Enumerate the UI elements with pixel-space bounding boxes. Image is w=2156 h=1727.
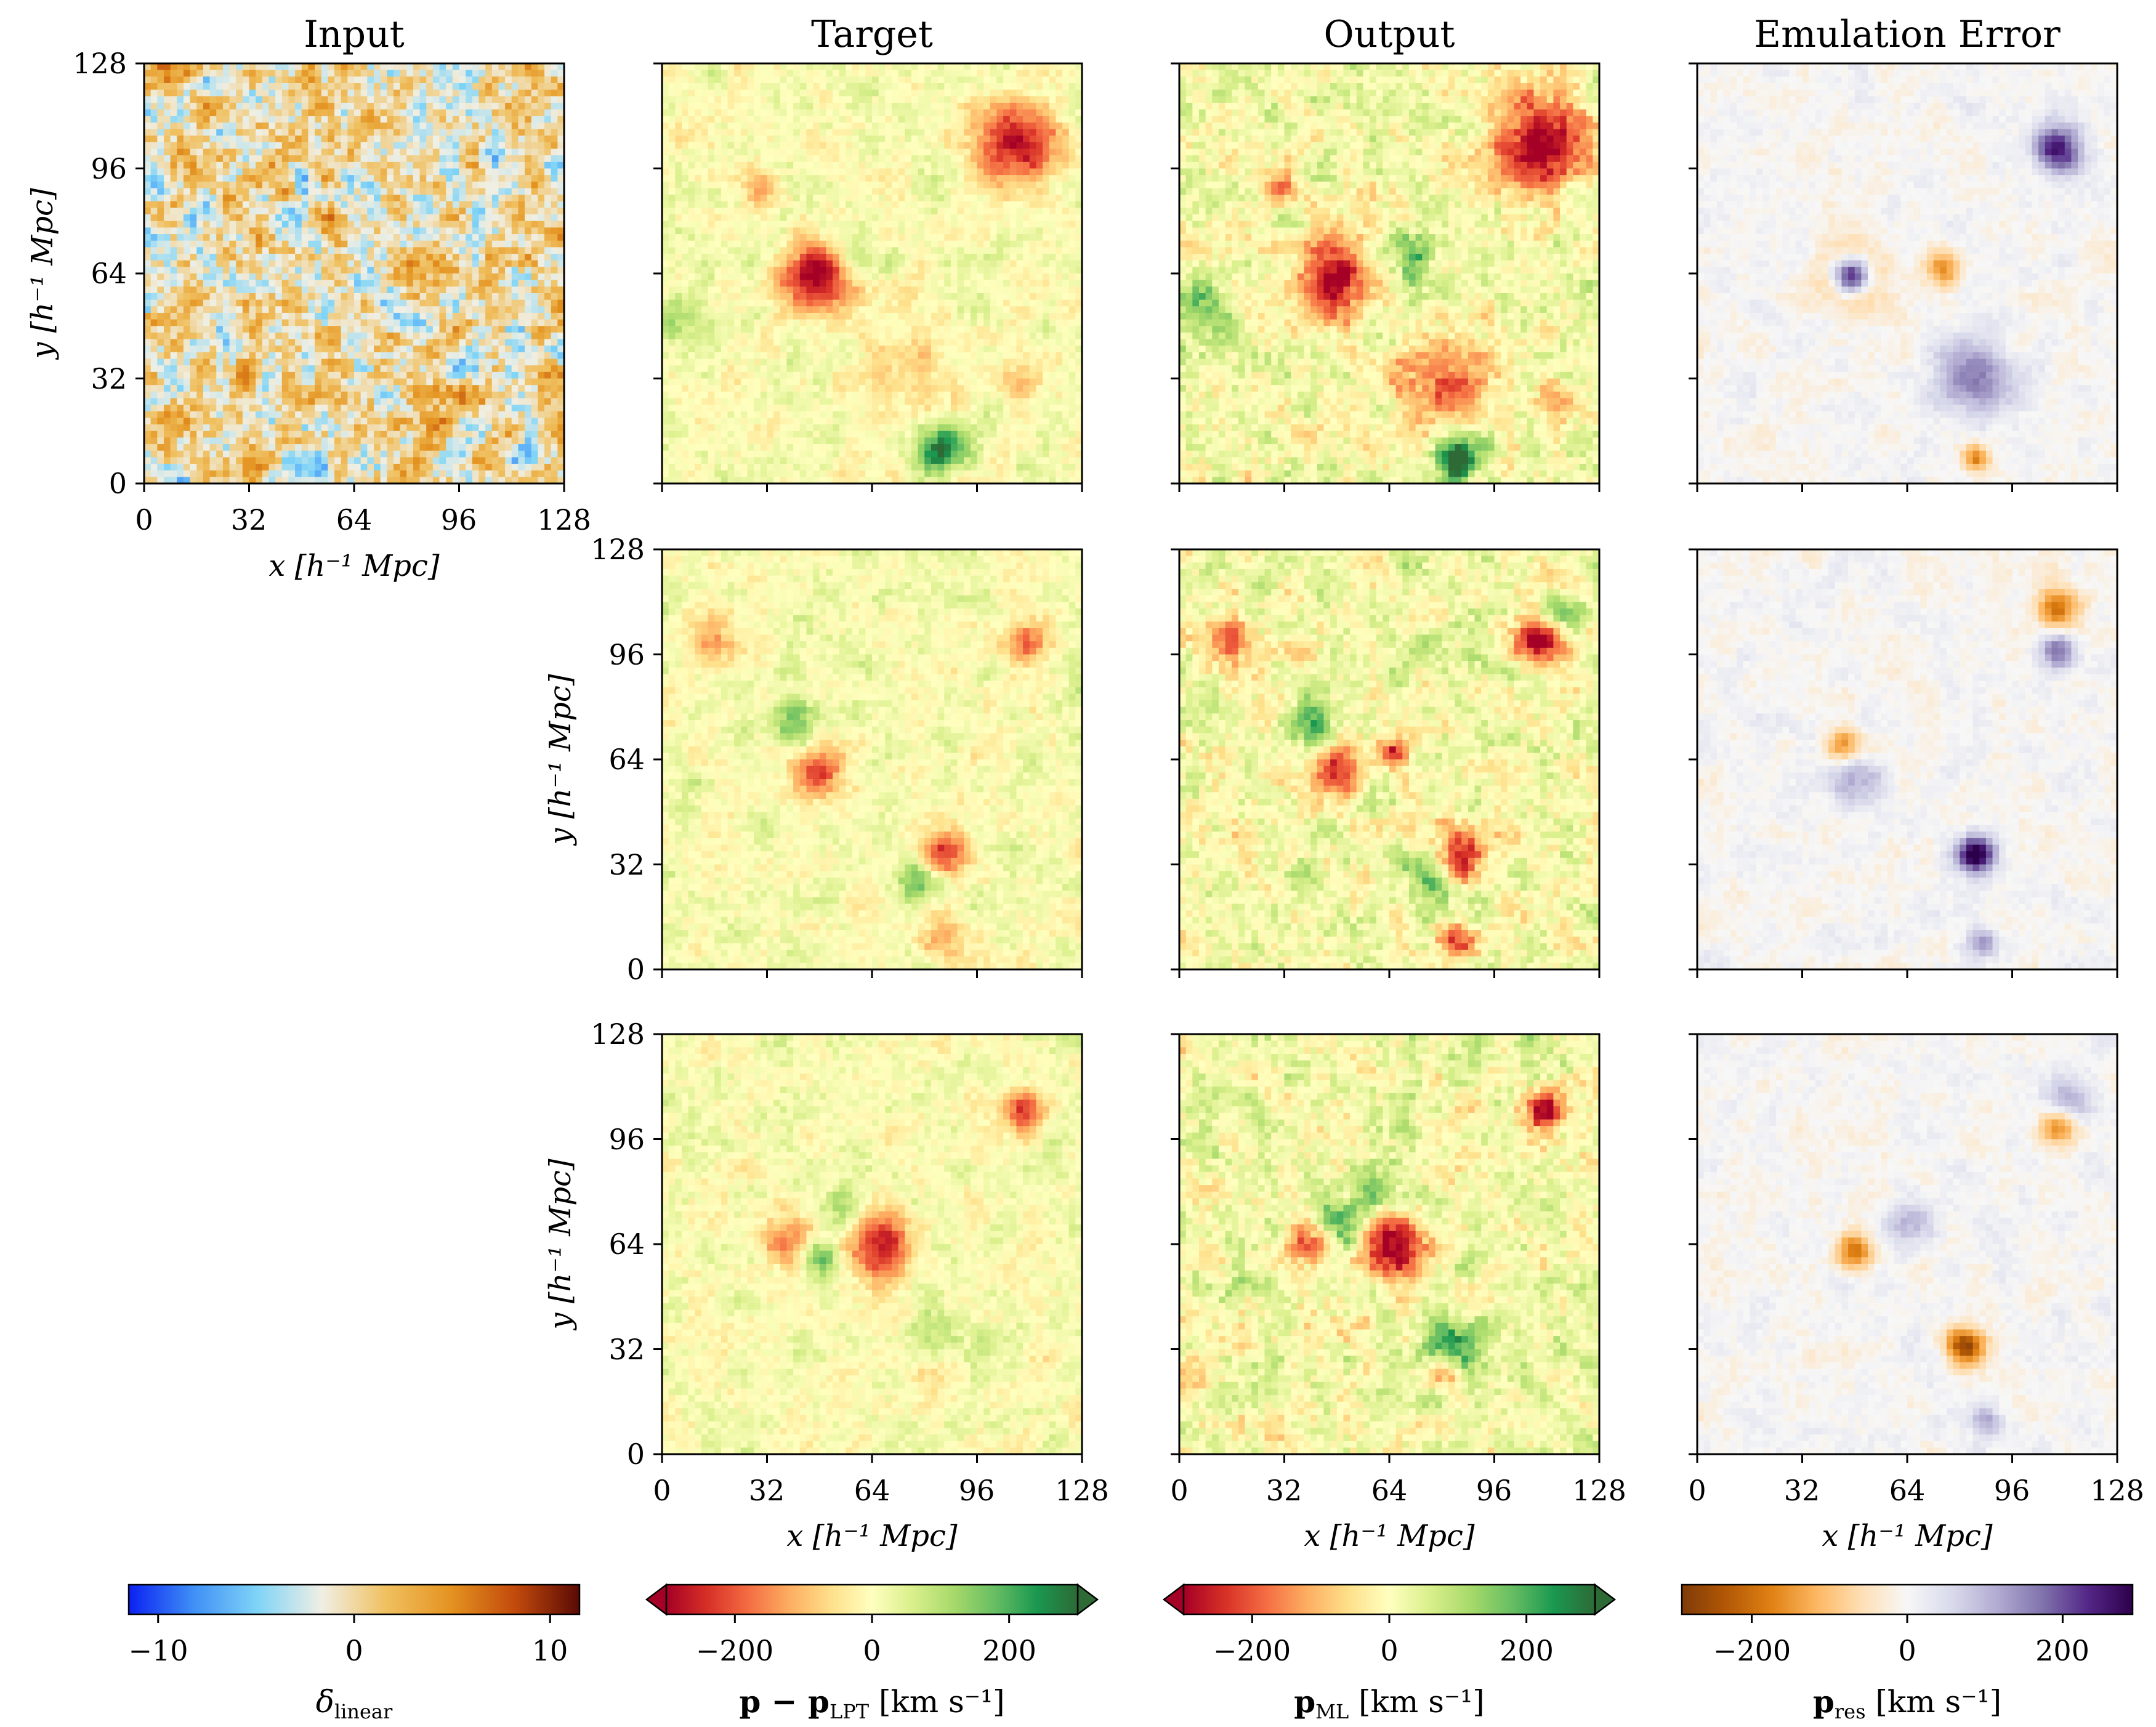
xaxis-label: x [h⁻¹ Mpc] (1822, 1519, 1993, 1553)
colorbar-tick-label: 0 (345, 1634, 363, 1667)
colorbar-ticks (158, 1614, 551, 1623)
xaxis-label: x [h⁻¹ Mpc] (268, 549, 440, 583)
yaxis-label: y [h⁻¹ Mpc] (543, 1159, 578, 1331)
xtick-label: 96 (441, 503, 477, 536)
colorbar-output: −200 0 200 pML [km s⁻¹] (1164, 1585, 1615, 1723)
ytick-label: 0 (627, 953, 645, 986)
colorbar-extend-low (1164, 1585, 1184, 1614)
xtick-label: 0 (653, 1474, 671, 1507)
xaxis-label: x [h⁻¹ Mpc] (786, 1519, 958, 1553)
colorbar-extend-low (647, 1585, 666, 1614)
xtick-label: 64 (336, 503, 373, 536)
xtick-label: 32 (1784, 1474, 1820, 1507)
colorbar-tick-label: 0 (1898, 1634, 1916, 1667)
colorbar-label: δlinear (316, 1684, 393, 1723)
xtick-label: 64 (1371, 1474, 1408, 1507)
colorbar-tick-label: 200 (1500, 1634, 1554, 1667)
ytick-label: 96 (608, 1123, 645, 1156)
panel-row3-output (1179, 1034, 1600, 1455)
xtick-label: 0 (1688, 1474, 1706, 1507)
ytick-label: 128 (73, 47, 127, 80)
colorbar-tick-label: −200 (1213, 1634, 1291, 1667)
heatmap-cells (1697, 549, 2118, 970)
colorbar-extend-high (1595, 1585, 1615, 1614)
colorbar-tick-label: 200 (982, 1634, 1036, 1667)
ytick-label: 64 (91, 257, 127, 290)
xtick-label: 0 (135, 503, 153, 536)
xtick-label: 128 (1055, 1474, 1109, 1507)
heatmap-cells (144, 63, 565, 484)
ytick-label: 32 (608, 1333, 645, 1366)
colorbar-gradient (129, 1585, 579, 1614)
xtick-label: 96 (1994, 1474, 2030, 1507)
colorbar-tick-label: 200 (2035, 1634, 2089, 1667)
panel-row1-target (662, 63, 1083, 484)
panel-row3-error (1697, 1034, 2118, 1455)
xtick-label: 128 (1572, 1474, 1626, 1507)
panel-row2-output (1179, 549, 1600, 970)
heatmap-cells (1697, 63, 2118, 484)
colorbar-label: pres [km s⁻¹] (1813, 1683, 2001, 1723)
colorbar-label: p − pLPT [km s⁻¹] (739, 1683, 1004, 1723)
colorbar-ticks (1752, 1614, 2063, 1623)
colorbar-input: −10 0 10 δlinear (128, 1585, 579, 1723)
xtick-label: 0 (1170, 1474, 1188, 1507)
ytick-label: 64 (608, 1228, 645, 1261)
panel-row1-output (1179, 63, 1600, 484)
yaxis-label: y [h⁻¹ Mpc] (25, 188, 60, 360)
ytick-label: 0 (109, 467, 127, 500)
column-title-output: Output (1323, 13, 1455, 56)
xtick-label: 128 (2090, 1474, 2144, 1507)
colorbar-error: −200 0 200 pres [km s⁻¹] (1682, 1585, 2133, 1723)
colorbar-tick-label: −200 (696, 1634, 773, 1667)
panel-row2-error (1697, 549, 2118, 970)
panel-row1-input (144, 63, 565, 484)
xtick-label: 128 (537, 503, 591, 536)
colorbar-extend-high (1078, 1585, 1097, 1614)
colorbar-ticks (735, 1614, 1009, 1623)
ytick-label: 32 (91, 362, 127, 395)
xtick-label: 96 (959, 1474, 995, 1507)
heatmap-cells (662, 63, 1083, 484)
colorbar-label: pML [km s⁻¹] (1294, 1683, 1485, 1723)
column-title-emulation-error: Emulation Error (1754, 13, 2061, 56)
panel-row3-target (662, 1034, 1083, 1455)
xtick-label: 64 (1889, 1474, 1926, 1507)
panel-row1-error (1697, 63, 2118, 484)
xaxis-label: x [h⁻¹ Mpc] (1304, 1519, 1475, 1553)
ytick-label: 96 (91, 152, 127, 185)
xtick-label: 64 (854, 1474, 890, 1507)
ytick-label: 96 (608, 638, 645, 671)
colorbar-target: −200 0 200 p − pLPT [km s⁻¹] (647, 1585, 1097, 1723)
ytick-label: 0 (627, 1438, 645, 1471)
heatmap-cells (1697, 1034, 2118, 1455)
colorbar-tick-label: −200 (1713, 1634, 1791, 1667)
ytick-label: 128 (591, 1017, 645, 1051)
heatmap-cells (1179, 549, 1600, 970)
colorbar-tick-label: 0 (1380, 1634, 1398, 1667)
heatmap-cells (1179, 63, 1600, 484)
heatmap-cells (662, 549, 1083, 970)
xtick-label: 96 (1476, 1474, 1512, 1507)
panel-row2-target (662, 549, 1083, 970)
yaxis-label: y [h⁻¹ Mpc] (543, 674, 578, 846)
heatmap-cells (1179, 1034, 1600, 1455)
colorbar-tick-label: −10 (128, 1634, 188, 1667)
colorbar-ticks (1252, 1614, 1526, 1623)
colorbar-tick-label: 0 (863, 1634, 881, 1667)
ytick-label: 32 (608, 848, 645, 881)
ytick-label: 128 (591, 533, 645, 566)
colorbar-gradient (666, 1585, 1078, 1614)
column-title-input: Input (304, 13, 405, 56)
colorbar-gradient (1184, 1585, 1595, 1614)
xtick-label: 32 (1266, 1474, 1302, 1507)
xtick-label: 32 (231, 503, 267, 536)
xtick-label: 32 (749, 1474, 785, 1507)
colorbar-tick-label: 10 (532, 1634, 568, 1667)
heatmap-cells (662, 1034, 1083, 1455)
colorbar-gradient (1682, 1585, 2133, 1614)
column-title-target: Target (811, 13, 933, 56)
ytick-label: 64 (608, 743, 645, 776)
